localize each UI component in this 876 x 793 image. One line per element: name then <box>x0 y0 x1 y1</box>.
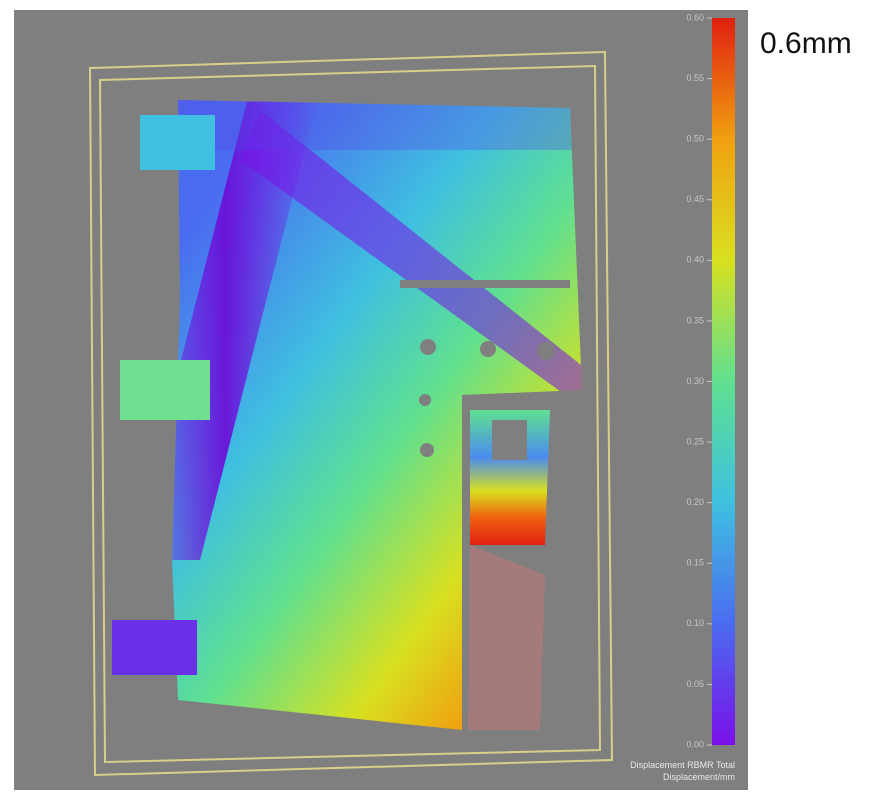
colorbar-tick-label: 0.10 <box>686 618 704 628</box>
colorbar-tick-label: 0.55 <box>686 73 704 83</box>
colorbar-tick-label: 0.40 <box>686 255 704 265</box>
colorbar-tick-label: 0.20 <box>686 497 704 507</box>
colorbar-tick-label: 0.35 <box>686 315 704 325</box>
hole <box>492 420 527 460</box>
block <box>468 545 545 730</box>
colorbar <box>712 18 735 745</box>
colorbar-tick-label: 0.60 <box>686 12 704 22</box>
colorbar-label: Displacement/mm <box>663 772 735 782</box>
colorbar-tick-label: 0.25 <box>686 436 704 446</box>
colorbar-tick-label: 0.05 <box>686 679 704 689</box>
patch <box>140 115 215 170</box>
colorbar-tick-label: 0.15 <box>686 558 704 568</box>
colorbar-tick-label: 0.30 <box>686 376 704 386</box>
patch <box>120 360 210 420</box>
patch <box>112 620 197 675</box>
colorbar-tick-label: 0.00 <box>686 739 704 749</box>
colorbar-tick-label: 0.45 <box>686 194 704 204</box>
figure: 0.6mm Displacement RBMR Total Displaceme… <box>0 0 876 793</box>
colorbar-label: Displacement RBMR Total <box>630 760 735 770</box>
colorbar-tick-label: 0.50 <box>686 134 704 144</box>
annotation: 0.6mm <box>760 27 852 60</box>
